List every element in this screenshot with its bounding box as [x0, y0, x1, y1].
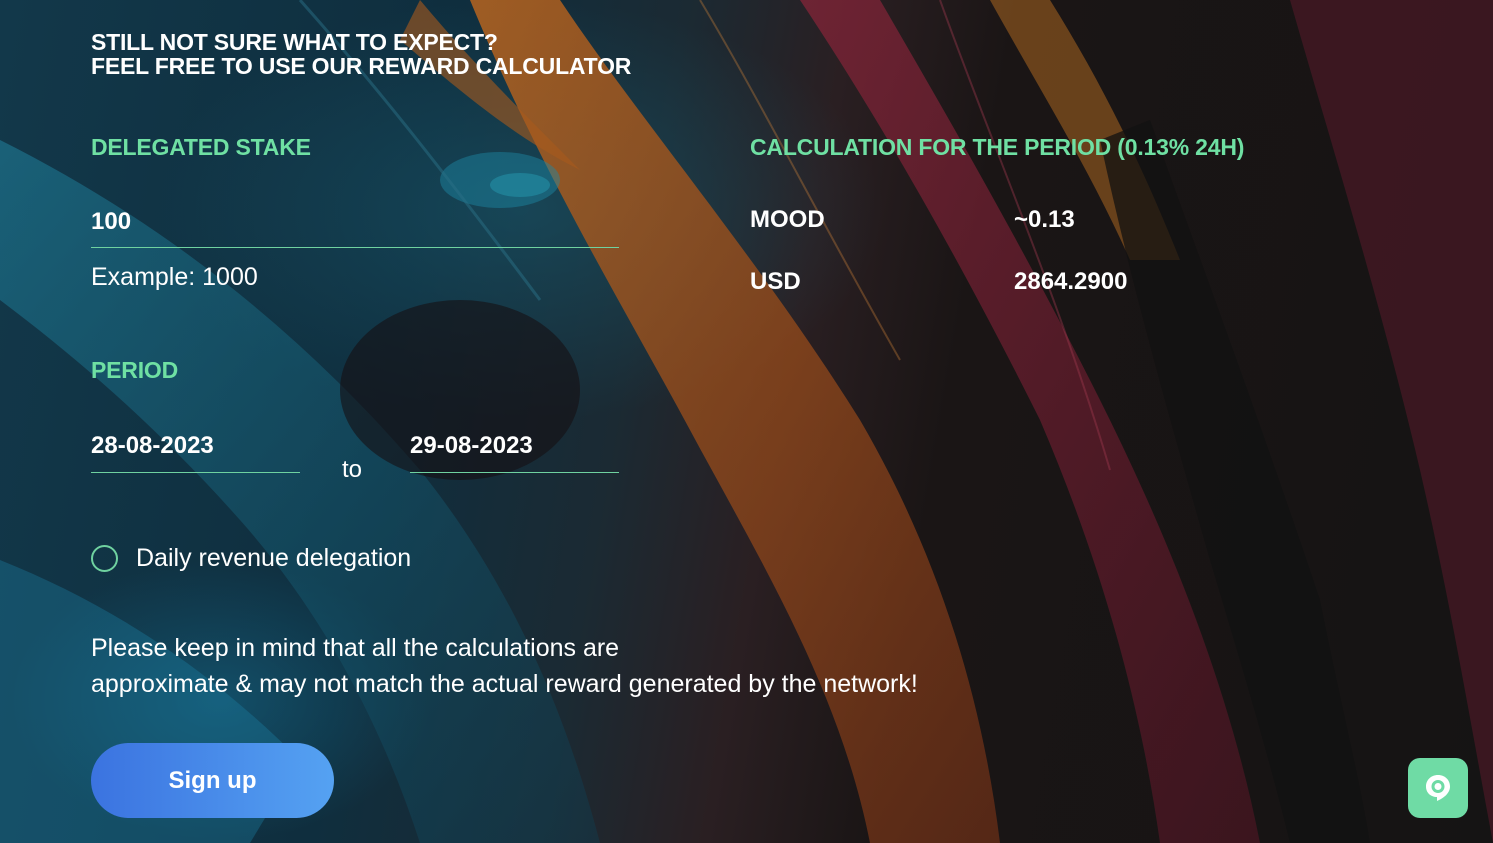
period-to-input[interactable]: [410, 420, 619, 473]
period-separator: to: [342, 456, 363, 483]
delegated-stake-input[interactable]: [91, 196, 619, 248]
stake-example-hint: Example: 1000: [91, 263, 258, 291]
disclaimer-line-2: approximate & may not match the actual r…: [91, 670, 918, 698]
period-from-input[interactable]: [91, 420, 300, 473]
disclaimer-note: Please keep in mind that all the calcula…: [91, 630, 918, 702]
disclaimer-line-1: Please keep in mind that all the calcula…: [91, 634, 620, 662]
result-currency-usd: USD: [750, 268, 801, 295]
delegated-stake-label: DELEGATED STAKE: [91, 134, 311, 160]
calculation-title: CALCULATION FOR THE PERIOD (0.13% 24H): [750, 134, 1245, 160]
daily-revenue-delegation-toggle[interactable]: Daily revenue delegation: [91, 541, 411, 575]
result-value-mood: ~0.13: [1014, 206, 1075, 233]
period-label: PERIOD: [91, 357, 178, 383]
sign-up-button[interactable]: Sign up: [91, 743, 334, 818]
heading-line-2: FEEL FREE TO USE OUR REWARD CALCULATOR: [91, 53, 632, 79]
result-currency-mood: MOOD: [750, 206, 825, 233]
heading-line-1: STILL NOT SURE WHAT TO EXPECT?: [91, 29, 498, 55]
result-value-usd: 2864.2900: [1014, 268, 1128, 295]
chat-widget-button[interactable]: [1408, 758, 1468, 818]
radio-circle-icon[interactable]: [91, 544, 118, 572]
chat-bubble-icon: [1426, 775, 1450, 801]
calculator-heading: STILL NOT SURE WHAT TO EXPECT? FEEL FREE…: [91, 30, 631, 78]
daily-revenue-delegation-label: Daily revenue delegation: [136, 543, 412, 572]
